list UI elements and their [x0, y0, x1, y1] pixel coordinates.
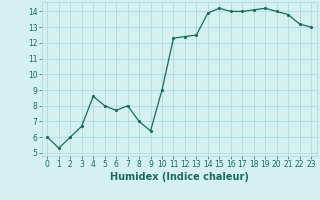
- X-axis label: Humidex (Indice chaleur): Humidex (Indice chaleur): [110, 172, 249, 182]
